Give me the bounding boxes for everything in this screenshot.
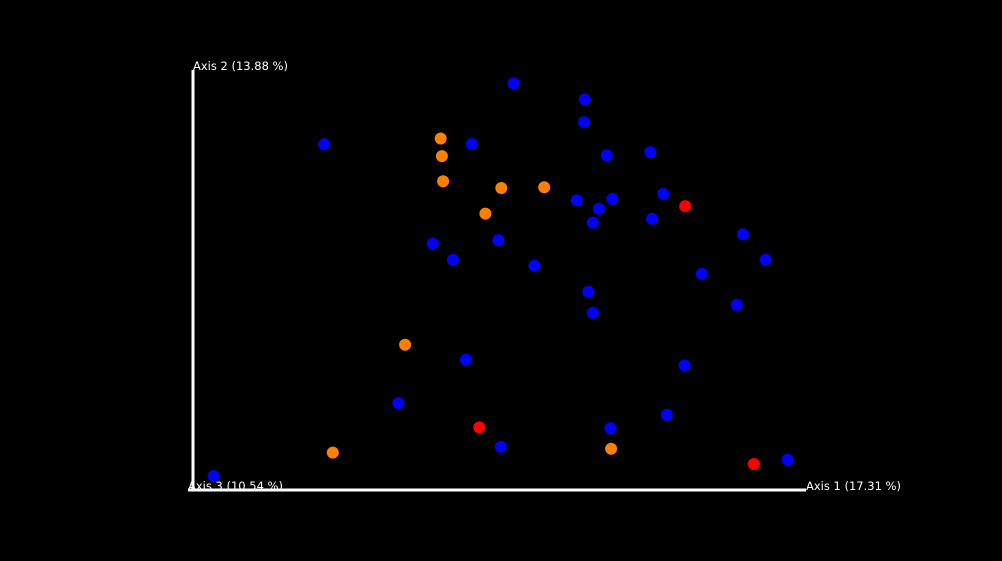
scatter-point-blue bbox=[781, 453, 794, 466]
scatter-point-blue bbox=[494, 440, 507, 453]
scatter-point-blue bbox=[570, 194, 583, 207]
scatter-point-orange bbox=[479, 207, 492, 220]
axis-1-label: Axis 1 (17.31 %) bbox=[806, 479, 901, 493]
axis-3-label: Axis 3 (10.54 %) bbox=[188, 479, 283, 493]
scatter-point-blue bbox=[207, 470, 220, 483]
scatter-point-blue bbox=[528, 259, 541, 272]
scatter-point-orange bbox=[326, 446, 339, 459]
scatter-point-blue bbox=[736, 228, 749, 241]
scatter-point-blue bbox=[465, 137, 478, 150]
scatter-point-blue bbox=[695, 267, 708, 280]
scatter-point-blue bbox=[657, 187, 670, 200]
scatter-point-blue bbox=[426, 237, 439, 250]
scatter-point-blue bbox=[759, 253, 772, 266]
scatter-point-blue bbox=[586, 216, 599, 229]
scatter-point-blue bbox=[606, 192, 619, 205]
scatter-point-blue bbox=[582, 285, 595, 298]
scatter-point-blue bbox=[592, 202, 605, 215]
scatter-point-blue bbox=[730, 298, 743, 311]
scatter-point-orange bbox=[435, 150, 448, 163]
scatter-point-orange bbox=[495, 182, 508, 194]
axis-2-label: Axis 2 (13.88 %) bbox=[193, 59, 288, 73]
scatter-point-blue bbox=[604, 422, 617, 435]
scatter-point-blue bbox=[459, 353, 472, 366]
scatter-point-orange bbox=[399, 338, 412, 351]
scatter-point-blue bbox=[660, 408, 673, 421]
scatter-point-blue bbox=[644, 146, 657, 159]
scatter-point-blue bbox=[600, 149, 613, 162]
scatter-point-blue bbox=[646, 212, 659, 225]
scatter-point-blue bbox=[578, 116, 591, 129]
scatter-point-orange bbox=[538, 181, 551, 194]
scatter-point-blue bbox=[578, 93, 591, 106]
scatter-point-blue bbox=[492, 234, 505, 247]
scatter-point-blue bbox=[586, 306, 599, 319]
scatter-point-blue bbox=[507, 77, 520, 90]
scatter-point-orange bbox=[434, 132, 447, 145]
scatter-point-red bbox=[747, 458, 760, 470]
scatter-point-red bbox=[679, 200, 692, 213]
scatter-point-red bbox=[473, 421, 486, 434]
scatter-point-orange bbox=[437, 175, 450, 188]
scatter-point-blue bbox=[318, 138, 331, 151]
scatter-point-orange bbox=[605, 442, 618, 455]
scatter-point-blue bbox=[678, 359, 691, 372]
scatter-point-blue bbox=[446, 253, 459, 266]
data-points bbox=[207, 77, 794, 483]
scatter-point-blue bbox=[392, 397, 405, 410]
